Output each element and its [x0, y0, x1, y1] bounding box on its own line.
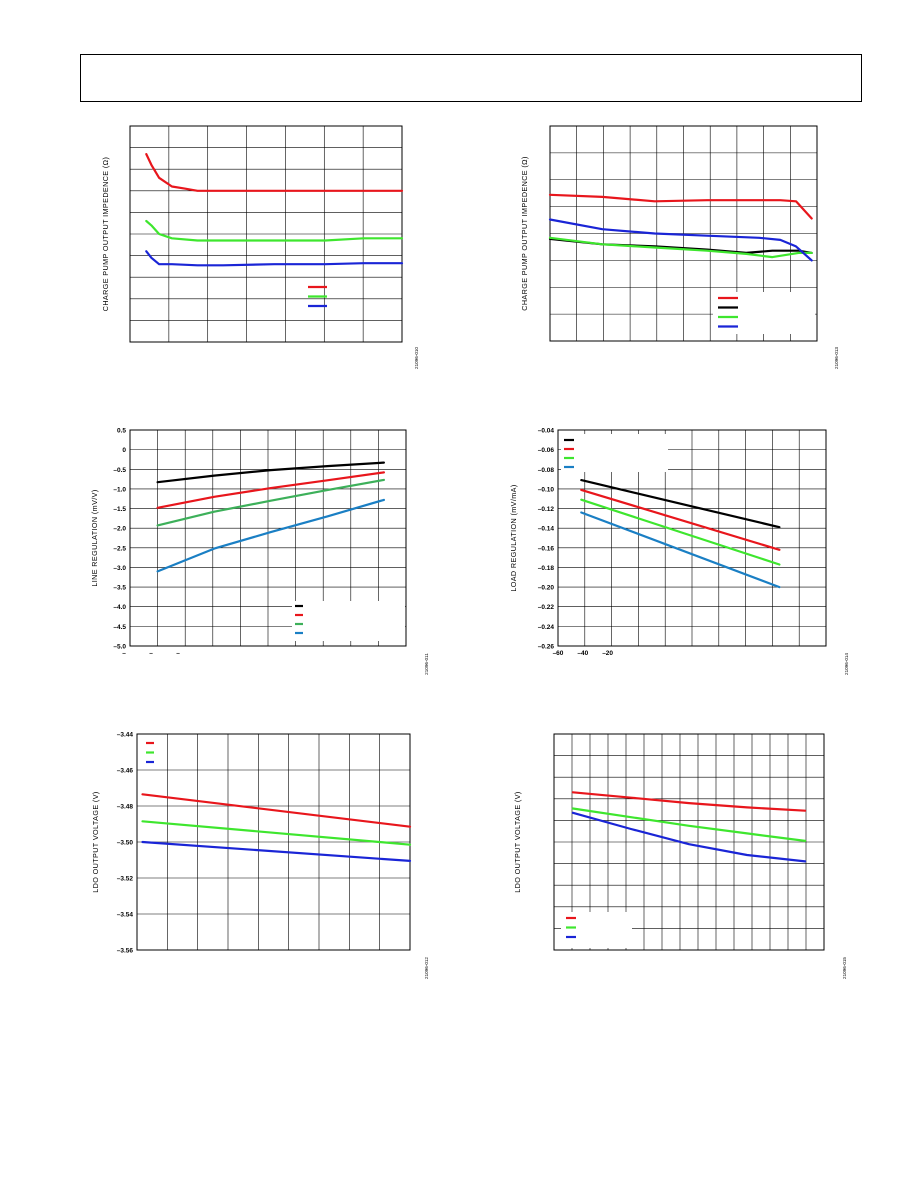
figure-id: 21096-012: [424, 957, 429, 979]
y-axis-label: LOAD REGULATION (mV/mA): [509, 484, 518, 591]
y-tick-label: –3.54: [117, 912, 134, 919]
series-line-3: [571, 811, 807, 863]
y-tick-label: –2.5: [113, 545, 126, 552]
series-line-4: [548, 218, 813, 262]
y-tick-label: –0.14: [538, 526, 555, 533]
page-header-box: [80, 54, 862, 102]
x-tick-label: –20: [602, 650, 613, 657]
y-tick-label: –3.46: [117, 768, 134, 775]
y-tick-label: –1.5: [113, 506, 126, 513]
y-axis-label: CHARGE PUMP OUTPUT IMPEDENCE (Ω): [520, 156, 529, 310]
y-tick-label: –3.44: [117, 732, 134, 739]
legend-box: [561, 434, 668, 472]
x-tick-label: –40: [577, 650, 588, 657]
y-tick-label: –5.0: [113, 644, 126, 651]
x-tick-label: –: [122, 650, 126, 657]
series-line-3: [145, 250, 404, 267]
series-line-2: [156, 471, 385, 509]
y-axis-label: CHARGE PUMP OUTPUT IMPEDENCE (Ω): [101, 157, 110, 311]
y-tick-label: –3.52: [117, 876, 134, 883]
chart-6: LDO OUTPUT VOLTAGE (V) 21096-015: [513, 733, 847, 979]
y-tick-label: –3.0: [113, 565, 126, 572]
series-line-3: [580, 498, 781, 566]
y-tick-label: –0.10: [538, 486, 555, 493]
y-tick-label: –0.08: [538, 467, 555, 474]
chart-1: CHARGE PUMP OUTPUT IMPEDENCE (Ω) 21096-01…: [101, 125, 419, 369]
series-line-4: [156, 498, 385, 573]
x-tick-label: –: [149, 650, 153, 657]
chart-4: –0.04 –0.06 –0.08 –0.10 –0.12 –0.14 –0.16 –0.18…: [509, 428, 849, 675]
series-line-2: [548, 237, 813, 254]
figure-id: 21096-010: [414, 347, 419, 369]
series-line-3: [548, 236, 813, 259]
series-line-2: [580, 488, 781, 551]
y-tick-label: –4.5: [113, 624, 126, 631]
y-tick-label: –3.48: [117, 804, 134, 811]
y-axis-label: LDO OUTPUT VOLTAGE (V): [513, 791, 522, 892]
chart-3: 0.5 0 –0.5 –1.0 –1.5 –2.0 –2.5 –3.0 –3.5 –4.0 –4.5…: [90, 428, 429, 675]
series-line-1: [145, 153, 404, 192]
y-axis-label: LINE REGULATION (mV/V): [90, 489, 99, 586]
series-line-2: [141, 820, 412, 846]
series-line-1: [571, 791, 807, 812]
y-tick-label: –0.04: [538, 428, 555, 435]
series-line-2: [571, 807, 807, 843]
figure-id: 21096-015: [842, 957, 847, 979]
y-tick-label: –0.5: [113, 467, 126, 474]
series-line-1: [156, 461, 385, 484]
y-tick-label: –3.50: [117, 840, 134, 847]
y-tick-label: 0: [122, 447, 126, 454]
y-tick-label: –0.22: [538, 604, 555, 611]
y-tick-label: –4.0: [113, 604, 126, 611]
x-tick-label: –: [176, 650, 180, 657]
series-line-4: [580, 511, 781, 589]
figure-id: 21096-013: [834, 347, 839, 369]
series-line-1: [141, 793, 412, 828]
x-tick-label: –60: [553, 650, 564, 657]
series-line-1: [580, 479, 781, 529]
figure-id: 21096-014: [844, 653, 849, 675]
figure-id: 21096-011: [424, 653, 429, 675]
series-line-2: [145, 219, 404, 242]
y-tick-label: –0.24: [538, 624, 555, 631]
y-tick-label: –0.26: [538, 644, 555, 651]
series-line-3: [156, 478, 385, 527]
y-tick-label: –0.06: [538, 447, 555, 454]
legend-box: [292, 601, 405, 641]
y-tick-label: –0.18: [538, 565, 555, 572]
chart-5: –3.44 –3.46 –3.48 –3.50 –3.52 –3.54 –3.56 LDO O…: [91, 732, 429, 979]
series-line-1: [548, 193, 813, 220]
y-tick-label: 0.5: [117, 428, 126, 435]
y-tick-label: –1.0: [113, 486, 126, 493]
y-tick-label: –0.12: [538, 506, 555, 513]
y-axis-label: LDO OUTPUT VOLTAGE (V): [91, 791, 100, 892]
y-tick-label: –2.0: [113, 526, 126, 533]
y-tick-label: –3.5: [113, 585, 126, 592]
chart-2: CHARGE PUMP OUTPUT IMPEDENCE (Ω) 21096-01…: [520, 125, 839, 369]
y-tick-label: –0.16: [538, 545, 555, 552]
series-line-3: [141, 840, 412, 863]
y-tick-label: –3.56: [117, 948, 134, 955]
y-tick-label: –0.20: [538, 585, 555, 592]
